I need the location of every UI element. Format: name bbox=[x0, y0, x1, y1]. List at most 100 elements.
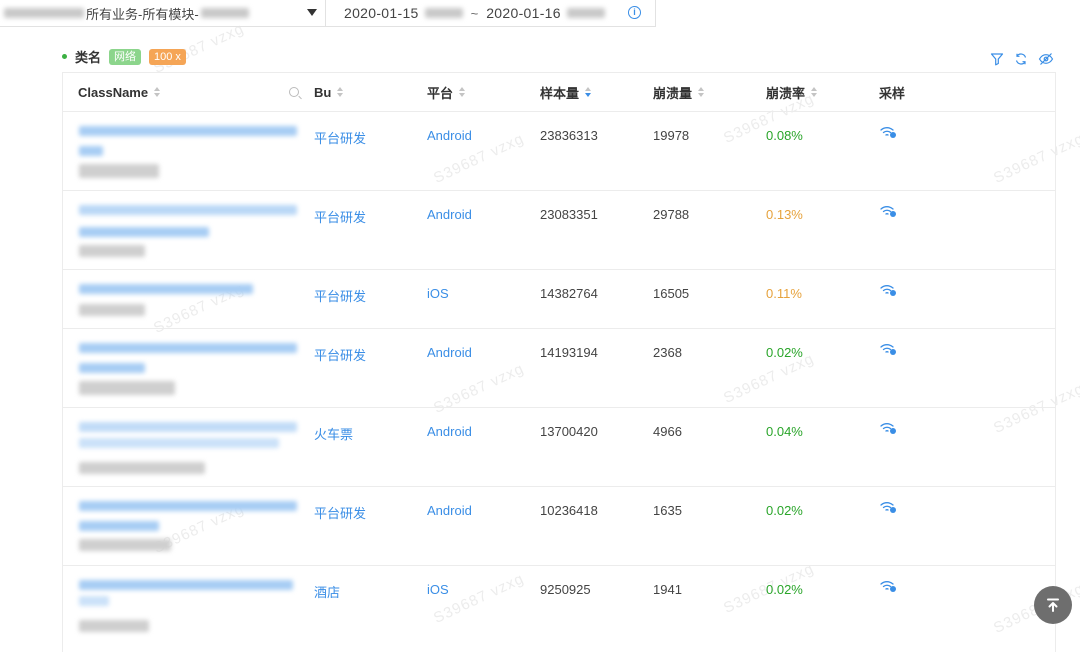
col-platform[interactable]: 平台 bbox=[427, 83, 466, 102]
back-to-top-button[interactable] bbox=[1034, 586, 1072, 624]
wifi-sampling-icon[interactable] bbox=[880, 421, 898, 435]
table-row[interactable]: 平台研发 Android 14193194 2368 0.02% bbox=[63, 329, 1055, 408]
col-sampling-label: 采样 bbox=[879, 85, 906, 101]
date-range-picker[interactable]: 2020-01-15 ~ 2020-01-16 i bbox=[326, 0, 655, 27]
sort-icon[interactable] bbox=[154, 87, 161, 97]
col-classname-label: ClassName bbox=[78, 84, 149, 100]
crashes-cell: 29788 bbox=[653, 207, 690, 222]
crashes-cell: 2368 bbox=[653, 345, 682, 360]
wifi-sampling-icon[interactable] bbox=[880, 204, 898, 218]
bu-cell[interactable]: 酒店 bbox=[314, 585, 341, 600]
bu-cell[interactable]: 平台研发 bbox=[314, 210, 367, 225]
redacted-classname bbox=[79, 521, 159, 531]
wifi-sampling-icon[interactable] bbox=[880, 500, 898, 514]
redacted-text bbox=[79, 304, 145, 316]
bu-cell[interactable]: 平台研发 bbox=[314, 131, 367, 146]
col-sampling: 采样 bbox=[879, 83, 905, 102]
samples-cell: 23083351 bbox=[540, 207, 598, 222]
col-samples-label: 样本量 bbox=[540, 85, 580, 101]
platform-cell[interactable]: Android bbox=[427, 503, 472, 518]
info-circle-icon[interactable]: i bbox=[628, 5, 641, 19]
platform-cell[interactable]: Android bbox=[427, 128, 472, 143]
col-classname[interactable]: ClassName bbox=[78, 84, 161, 100]
table-toolbar bbox=[990, 52, 1054, 66]
crashes-cell: 1941 bbox=[653, 582, 682, 597]
col-bu[interactable]: Bu bbox=[314, 85, 344, 100]
sort-icon[interactable] bbox=[811, 87, 818, 97]
redacted-classname bbox=[79, 596, 109, 606]
samples-cell: 10236418 bbox=[540, 503, 598, 518]
bu-cell[interactable]: 平台研发 bbox=[314, 506, 367, 521]
redacted-classname[interactable] bbox=[79, 343, 297, 353]
redacted-classname bbox=[79, 146, 103, 156]
col-crash-rate[interactable]: 崩溃率 bbox=[766, 83, 818, 102]
redacted-classname[interactable] bbox=[79, 284, 253, 294]
crash-table: ClassName Bu 平台 样本量 崩溃量 崩溃率 采样 bbox=[62, 72, 1056, 652]
filter-icon[interactable] bbox=[990, 52, 1004, 66]
wifi-sampling-icon[interactable] bbox=[880, 579, 898, 593]
samples-cell: 23836313 bbox=[540, 128, 598, 143]
redacted-text bbox=[79, 381, 175, 395]
search-icon[interactable] bbox=[289, 87, 299, 97]
col-crashes[interactable]: 崩溃量 bbox=[653, 83, 705, 102]
redacted-classname[interactable] bbox=[79, 501, 297, 511]
crash-rate-cell: 0.02% bbox=[766, 582, 803, 597]
wifi-sampling-icon[interactable] bbox=[880, 125, 898, 139]
crash-rate-cell: 0.13% bbox=[766, 207, 803, 222]
sort-icon[interactable] bbox=[698, 87, 705, 97]
sort-icon[interactable] bbox=[459, 87, 466, 97]
platform-cell[interactable]: Android bbox=[427, 345, 472, 360]
table-row[interactable]: 平台研发 Android 23083351 29788 0.13% bbox=[63, 191, 1055, 270]
table-row[interactable]: 酒店 iOS 9250925 1941 0.02% bbox=[63, 566, 1055, 645]
refresh-icon[interactable] bbox=[1014, 52, 1028, 66]
hide-eye-icon[interactable] bbox=[1038, 52, 1054, 66]
bu-cell[interactable]: 平台研发 bbox=[314, 348, 367, 363]
scope-select[interactable]: 所有业务-所有模块- bbox=[0, 0, 326, 27]
col-crashes-label: 崩溃量 bbox=[653, 85, 693, 101]
redacted-classname[interactable] bbox=[79, 580, 293, 590]
platform-cell[interactable]: Android bbox=[427, 207, 472, 222]
table-row[interactable]: 平台研发 Android 10236418 1635 0.02% bbox=[63, 487, 1055, 566]
col-platform-label: 平台 bbox=[427, 85, 454, 101]
redacted-classname[interactable] bbox=[79, 422, 297, 432]
crash-rate-cell: 0.04% bbox=[766, 424, 803, 439]
redacted-classname bbox=[79, 438, 279, 448]
platform-cell[interactable]: Android bbox=[427, 424, 472, 439]
count-tag: 100 x bbox=[149, 48, 186, 65]
redacted-time bbox=[424, 8, 463, 18]
crashes-cell: 19978 bbox=[653, 128, 690, 143]
samples-cell: 9250925 bbox=[540, 582, 591, 597]
wifi-sampling-icon[interactable] bbox=[880, 342, 898, 356]
crashes-cell: 16505 bbox=[653, 286, 690, 301]
table-header: ClassName Bu 平台 样本量 崩溃量 崩溃率 采样 bbox=[63, 73, 1055, 112]
sort-icon[interactable] bbox=[337, 87, 344, 97]
crash-rate-cell: 0.02% bbox=[766, 503, 803, 518]
arrow-up-to-line-icon bbox=[1047, 598, 1059, 612]
redacted-classname bbox=[79, 363, 145, 373]
filter-bar: 所有业务-所有模块- 2020-01-15 ~ 2020-01-16 i bbox=[0, 0, 656, 27]
redacted-classname[interactable] bbox=[79, 205, 297, 215]
redacted-text bbox=[79, 539, 171, 551]
table-row[interactable]: 平台研发 Android 23836313 19978 0.08% bbox=[63, 112, 1055, 191]
platform-cell[interactable]: iOS bbox=[427, 582, 449, 597]
redacted-time bbox=[566, 8, 605, 18]
redacted-text bbox=[79, 245, 145, 257]
wifi-sampling-icon[interactable] bbox=[880, 283, 898, 297]
bu-cell[interactable]: 平台研发 bbox=[314, 289, 367, 304]
crashes-cell: 4966 bbox=[653, 424, 682, 439]
bu-cell[interactable]: 火车票 bbox=[314, 427, 354, 442]
redacted-classname[interactable] bbox=[79, 126, 297, 136]
table-row[interactable]: 火车票 Android 13700420 4966 0.04% bbox=[63, 408, 1055, 487]
table-row[interactable]: 平台研发 iOS 14382764 16505 0.11% bbox=[63, 270, 1055, 329]
col-crash-rate-label: 崩溃率 bbox=[766, 85, 806, 101]
section-title-label: 类名 bbox=[75, 50, 102, 65]
redacted-text bbox=[79, 462, 205, 474]
crash-rate-cell: 0.11% bbox=[766, 286, 802, 301]
redacted-text bbox=[200, 8, 249, 18]
sort-desc-active-icon[interactable] bbox=[585, 87, 592, 97]
crash-rate-cell: 0.02% bbox=[766, 345, 803, 360]
redacted-text bbox=[79, 620, 149, 632]
date-start: 2020-01-15 bbox=[344, 5, 419, 21]
col-samples[interactable]: 样本量 bbox=[540, 83, 592, 102]
platform-cell[interactable]: iOS bbox=[427, 286, 449, 301]
